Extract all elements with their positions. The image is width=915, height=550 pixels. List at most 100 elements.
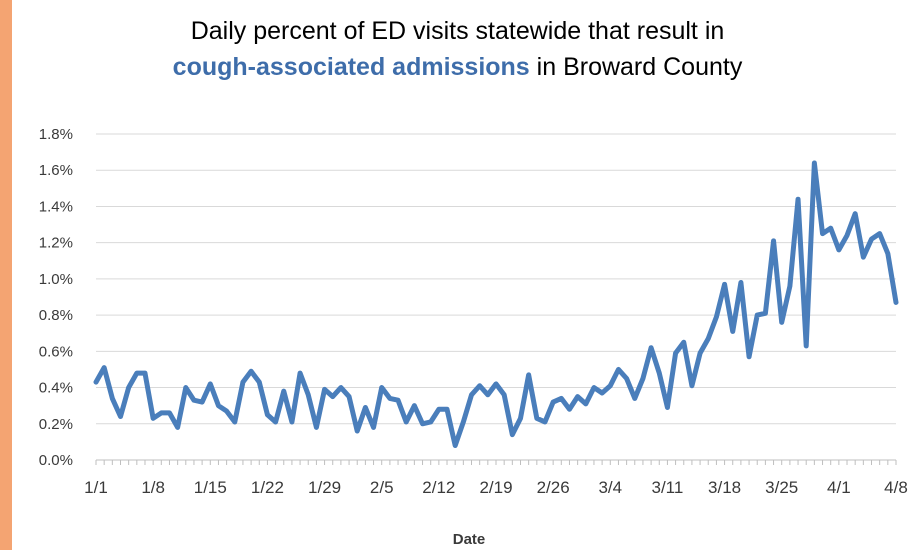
- y-tick-label: 0.4%: [39, 380, 73, 397]
- data-point: [771, 238, 776, 244]
- data-point: [591, 385, 597, 390]
- data-point: [281, 388, 286, 394]
- x-tick-label: 2/12: [422, 478, 455, 497]
- data-point: [232, 419, 237, 425]
- data-point: [844, 233, 850, 238]
- data-point: [657, 370, 662, 376]
- x-tick-label: 1/8: [141, 478, 165, 497]
- data-point: [804, 343, 809, 349]
- data-point: [428, 419, 433, 425]
- data-point: [608, 383, 613, 388]
- data-point: [828, 225, 833, 231]
- data-point: [452, 443, 458, 448]
- chart-title: Daily percent of ED visits statewide tha…: [0, 14, 915, 84]
- x-axis-ticks: 1/1 1/8 1/15 1/22 1/29 2/5 2/12 2/19 2/26 3/4 3/11…: [84, 478, 908, 497]
- data-point: [379, 385, 384, 390]
- data-point: [110, 396, 115, 401]
- x-axis-title: Date: [453, 531, 486, 548]
- data-point: [191, 398, 197, 403]
- data-point: [126, 385, 131, 390]
- data-point: [134, 370, 140, 376]
- x-tick-label: 3/4: [598, 478, 622, 497]
- data-point: [306, 392, 311, 397]
- x-tick-label: 2/19: [479, 478, 512, 497]
- data-point: [224, 408, 229, 414]
- series-layer: [93, 160, 899, 449]
- data-point: [820, 231, 825, 236]
- x-tick-label: 1/22: [251, 478, 284, 497]
- x-tick-label: 3/25: [765, 478, 798, 497]
- left-accent-bar: [0, 0, 12, 550]
- x-tick-label: 1/15: [194, 478, 227, 497]
- data-point: [159, 410, 164, 416]
- data-point: [542, 419, 548, 425]
- x-tick-label: 3/18: [708, 478, 741, 497]
- y-axis-ticks: 0.0% 0.2% 0.4% 0.6% 0.8% 1.0% 1.2% 1.4% 1.6% 1.8%: [39, 126, 73, 469]
- y-tick-label: 0.2%: [39, 416, 73, 433]
- data-point: [493, 381, 499, 387]
- x-tick-label: 4/8: [884, 478, 908, 497]
- data-point: [338, 385, 344, 390]
- data-point: [599, 390, 605, 396]
- x-tick-label: 2/26: [537, 478, 570, 497]
- x-tick-label: 4/1: [827, 478, 851, 497]
- x-tick-label: 2/5: [370, 478, 394, 497]
- data-point: [167, 410, 172, 416]
- data-point: [559, 396, 564, 401]
- data-point: [738, 280, 744, 285]
- data-point: [355, 428, 360, 434]
- data-point: [640, 376, 646, 381]
- data-point: [469, 392, 474, 397]
- data-point: [257, 379, 262, 385]
- x-axis: [95, 459, 897, 465]
- data-point: [436, 407, 442, 412]
- data-point: [575, 394, 580, 399]
- data-point: [861, 254, 866, 260]
- data-point: [755, 312, 760, 318]
- data-point: [763, 311, 768, 316]
- data-point: [852, 211, 858, 216]
- series-line: [93, 160, 899, 449]
- data-point: [216, 403, 221, 408]
- gridlines: [96, 133, 896, 425]
- y-tick-label: 1.8%: [39, 126, 73, 143]
- data-point: [730, 329, 735, 334]
- data-point: [387, 396, 393, 401]
- data-point: [501, 392, 507, 397]
- data-point: [371, 425, 376, 430]
- data-point: [812, 160, 817, 166]
- data-point: [885, 251, 891, 256]
- data-point: [689, 383, 695, 388]
- data-point: [297, 370, 303, 376]
- data-point: [869, 236, 874, 242]
- data-point: [363, 405, 368, 410]
- data-point: [795, 197, 801, 202]
- data-point: [273, 419, 278, 425]
- data-point: [877, 231, 882, 236]
- data-point: [681, 340, 686, 345]
- data-point: [779, 320, 784, 325]
- data-point: [265, 412, 270, 417]
- data-point: [706, 336, 711, 341]
- data-point: [746, 354, 752, 359]
- data-point: [101, 365, 107, 370]
- data-point: [526, 372, 531, 378]
- data-point: [616, 367, 621, 372]
- data-point: [648, 345, 654, 350]
- data-point: [404, 419, 409, 425]
- data-point: [714, 314, 719, 320]
- x-tick-label: 3/11: [652, 478, 684, 497]
- chart-title-line1: Daily percent of ED visits statewide tha…: [190, 17, 725, 45]
- data-point: [412, 403, 417, 408]
- data-point: [836, 247, 842, 253]
- data-point: [534, 416, 540, 421]
- data-point: [395, 398, 401, 403]
- data-point: [583, 401, 588, 407]
- data-point: [477, 383, 482, 388]
- data-point: [485, 392, 491, 397]
- y-tick-label: 0.6%: [39, 343, 73, 360]
- y-tick-label: 1.2%: [39, 235, 73, 252]
- data-point: [199, 399, 205, 405]
- y-tick-label: 1.0%: [39, 271, 73, 288]
- data-point: [510, 432, 515, 437]
